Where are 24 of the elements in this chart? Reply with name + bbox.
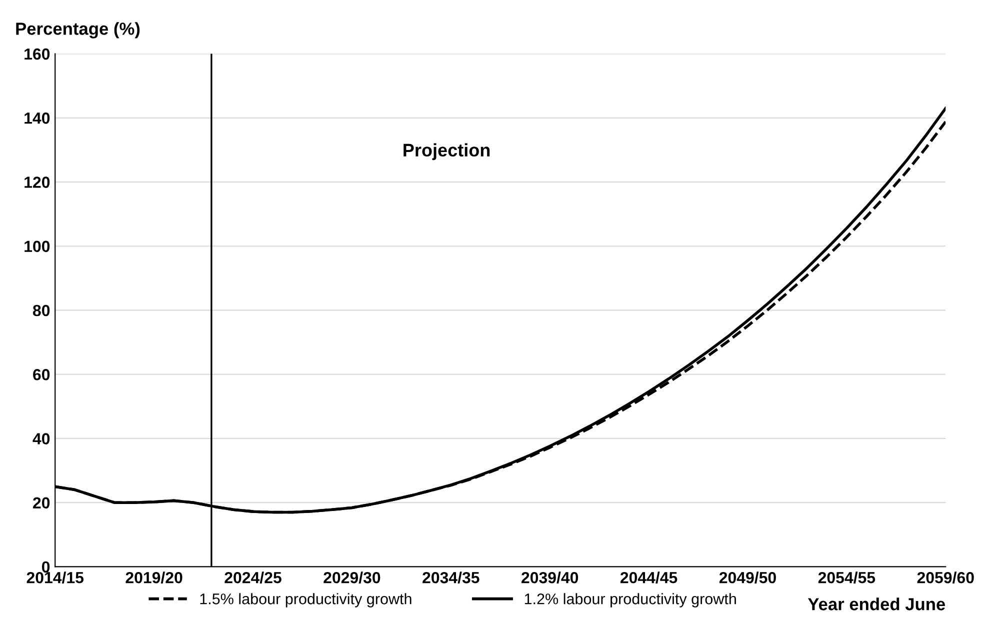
x-axis-title: Year ended June xyxy=(808,598,946,610)
y-tick-label: 160 xyxy=(24,48,50,60)
y-tick-label: 100 xyxy=(24,240,50,252)
x-tick-label: 2059/60 xyxy=(917,572,974,584)
y-tick-label: 80 xyxy=(32,304,50,316)
x-tick-label: 2014/15 xyxy=(26,572,84,584)
y-tick-label: 60 xyxy=(33,368,50,380)
x-tick-label: 2044/45 xyxy=(620,572,678,584)
annotation: Projection xyxy=(404,143,490,160)
y-tick-label: 140 xyxy=(24,112,50,124)
legend-label: 1.5% labour productivity growth xyxy=(200,593,412,608)
x-tick-label: 2039/40 xyxy=(522,572,578,584)
legend-label: 1.2% labour productivity growth xyxy=(524,593,736,608)
x-tick-label: 2029/30 xyxy=(324,572,380,584)
x-tick-label: 2024/25 xyxy=(224,572,282,584)
y-tick-label: 20 xyxy=(33,497,50,509)
x-tick-label: 2054/55 xyxy=(818,572,876,584)
y-axis-title: Percentage (%) xyxy=(16,22,140,38)
x-tick-label: 2019/20 xyxy=(126,572,182,584)
x-tick-label: 2049/50 xyxy=(719,572,776,584)
y-tick-label: 40 xyxy=(32,433,50,444)
x-tick-label: 2034/35 xyxy=(422,572,480,584)
y-tick-label: 0 xyxy=(42,561,50,573)
y-tick-label: 120 xyxy=(24,176,50,188)
